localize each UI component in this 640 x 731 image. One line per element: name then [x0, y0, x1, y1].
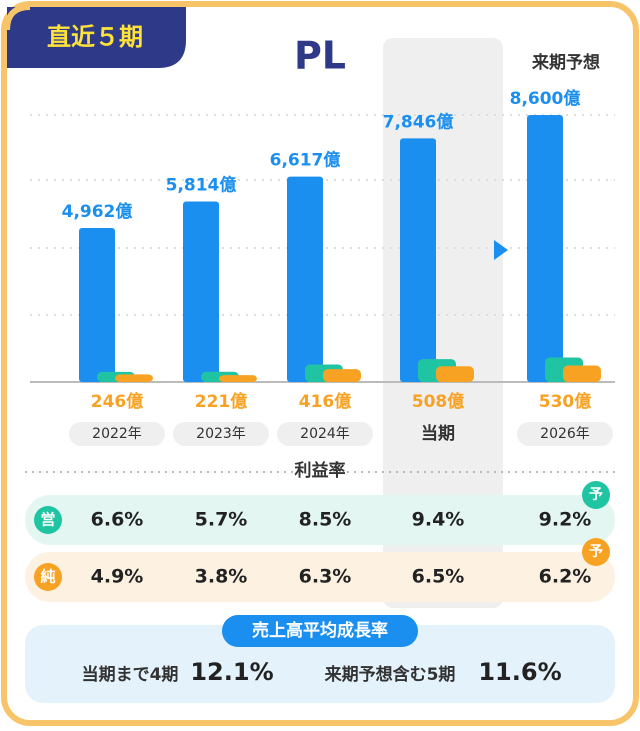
bar — [287, 176, 323, 382]
x-tick-label: 2023年 — [196, 426, 246, 442]
margin-title-bg — [298, 460, 342, 484]
category-pill — [173, 422, 269, 446]
value-label: 6,617億 — [270, 150, 341, 171]
value-label: 508億 — [412, 391, 465, 412]
value-label: 8,600億 — [510, 88, 581, 109]
bar — [79, 227, 115, 382]
growth-label: 来期予想含む5期 — [324, 664, 456, 685]
row-label: 営 — [40, 511, 55, 529]
forecast-icon — [582, 538, 610, 566]
value-label: 530億 — [539, 391, 592, 412]
margin-value: 6.6% — [91, 509, 144, 531]
margin-value: 8.5% — [299, 509, 352, 531]
margin-value: 6.5% — [412, 566, 465, 588]
margin-row — [25, 495, 615, 545]
bar — [563, 365, 601, 382]
forecast-mark: 予 — [589, 544, 603, 560]
row-icon — [34, 563, 62, 591]
x-tick-label: 2026年 — [540, 426, 590, 442]
margin-value: 5.7% — [195, 509, 248, 531]
x-tick-label: 2022年 — [92, 426, 142, 442]
bar — [323, 369, 361, 382]
value-label: 221億 — [195, 391, 248, 412]
bar — [115, 374, 153, 382]
category-pill — [69, 422, 165, 446]
growth-value: 11.6% — [478, 658, 561, 686]
growth-box — [25, 625, 615, 703]
growth-value: 12.1% — [190, 658, 273, 686]
bar — [183, 201, 219, 382]
margin-value: 9.2% — [539, 509, 592, 531]
row-icon — [34, 506, 62, 534]
value-label: 416億 — [299, 391, 352, 412]
margin-row — [25, 552, 615, 602]
bar — [527, 115, 563, 382]
value-label: 4,962億 — [62, 201, 133, 222]
badge-bg — [7, 7, 186, 68]
arrow — [494, 240, 508, 260]
margin-value: 9.4% — [412, 509, 465, 531]
bar — [400, 138, 436, 382]
bar — [219, 375, 257, 382]
growth-title: 売上高平均成長率 — [252, 620, 388, 641]
value-label: 7,846億 — [383, 111, 454, 132]
category-pill — [517, 422, 613, 446]
margin-title: 利益率 — [295, 460, 346, 481]
growth-title-bg — [222, 615, 418, 647]
row-label: 純 — [40, 568, 55, 586]
margin-value: 3.8% — [195, 566, 248, 588]
forecast-label: 来期予想 — [531, 52, 600, 73]
badge: 直近５期 — [47, 23, 143, 51]
margin-value: 4.9% — [91, 566, 144, 588]
margin-value: 6.2% — [539, 566, 592, 588]
grid — [30, 114, 615, 316]
bar — [436, 366, 474, 382]
value-label: 246億 — [91, 391, 144, 412]
chart-title: PL — [294, 34, 346, 78]
margin-value: 6.3% — [299, 566, 352, 588]
forecast-icon — [582, 481, 610, 509]
x-tick-label: 当期 — [421, 423, 455, 444]
value-label: 5,814億 — [166, 174, 237, 195]
category-pill — [277, 422, 373, 446]
forecast-mark: 予 — [589, 487, 603, 503]
growth-label: 当期まで4期 — [82, 664, 179, 685]
x-tick-label: 2024年 — [300, 426, 350, 442]
